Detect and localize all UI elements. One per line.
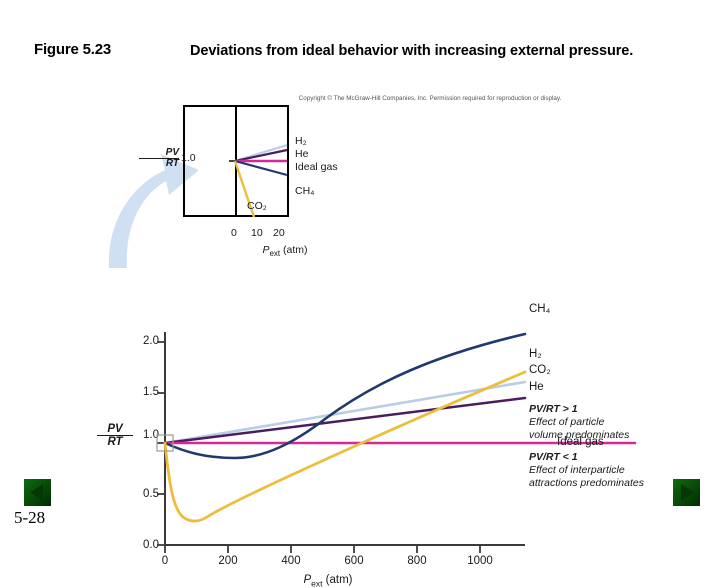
curve-label-ideal-gas: Ideal gas xyxy=(557,436,604,448)
main-xtick-0: 0 xyxy=(161,555,169,567)
main-ytick-1-0: 1.0 xyxy=(143,429,159,441)
main-ytick-1-5: 1.5 xyxy=(143,386,159,398)
annotation-above-ideal: PV/RT > 1 Effect of particle volume pred… xyxy=(529,403,629,443)
curve-label-he: He xyxy=(529,381,544,393)
main-ytick-0-5: 0.5 xyxy=(143,488,159,500)
inset-xtick-20: 20 xyxy=(273,227,285,239)
nav-next-button[interactable] xyxy=(673,479,700,506)
annotation-above-ideal-line2: volume predominates xyxy=(529,429,630,442)
main-xtick-200: 200 xyxy=(218,555,238,567)
slide-number: 5-28 xyxy=(14,508,46,527)
main-xtick-600: 600 xyxy=(344,555,364,567)
curve-label-h2: H₂ xyxy=(529,348,542,360)
figure-number: Figure 5.23 xyxy=(34,41,111,58)
inset-legend-ch4: CH₄ xyxy=(295,185,315,197)
annotation-above-ideal-heading: PV/RT > 1 xyxy=(529,403,578,415)
annotation-above-ideal-line1: Effect of particle xyxy=(529,416,605,429)
main-y-axis-label: PV RT xyxy=(97,423,133,448)
nav-prev-button[interactable] xyxy=(24,479,51,506)
main-xtick-400: 400 xyxy=(281,555,301,567)
inset-legend-he: He xyxy=(295,148,309,160)
figure-caption: Deviations from ideal behavior with incr… xyxy=(190,43,634,59)
annotation-below-ideal-line1: Effect of interparticle xyxy=(529,464,625,477)
curve-label-ch4: CH₄ xyxy=(529,303,551,315)
inset-legend-h2: H₂ xyxy=(295,135,307,147)
inset-xtick-0: 0 xyxy=(231,227,237,239)
inset-xtick-10: 10 xyxy=(251,227,263,239)
triangle-left-icon xyxy=(30,484,43,501)
annotation-below-ideal: PV/RT < 1 Effect of interparticle attrac… xyxy=(529,451,644,491)
inset-chart: PV RT 1.0 xyxy=(139,105,389,258)
figure-image: Copyright © The McGraw-Hill Companies, I… xyxy=(95,92,665,588)
main-xtick-1000: 1000 xyxy=(467,555,493,567)
main-xtick-800: 800 xyxy=(407,555,427,567)
copyright-notice: Copyright © The McGraw-Hill Companies, I… xyxy=(298,95,562,102)
inset-curves xyxy=(229,143,288,217)
inset-y-tick-1: 1.0 xyxy=(181,152,196,164)
curve-label-co2: CO₂ xyxy=(529,364,551,376)
annotation-below-ideal-line2: attractions predominates xyxy=(529,477,644,490)
inset-y-axis-label: PV RT xyxy=(139,148,179,169)
slide-canvas: Figure 5.23 Deviations from ideal behavi… xyxy=(14,41,700,588)
main-ytick-2-0: 2.0 xyxy=(143,335,159,347)
inset-x-axis-title: Pext (atm) xyxy=(262,244,308,259)
inset-inline-label-co2: CO₂ xyxy=(247,200,267,212)
inset-legend-ideal-gas: Ideal gas xyxy=(295,161,338,173)
main-chart: PV RT 2.0 1.5 1.0 0.5 0.0 xyxy=(95,237,665,588)
main-x-axis-title: Pext (atm) xyxy=(303,574,353,588)
annotation-below-ideal-heading: PV/RT < 1 xyxy=(529,451,578,463)
triangle-right-icon xyxy=(681,484,694,501)
